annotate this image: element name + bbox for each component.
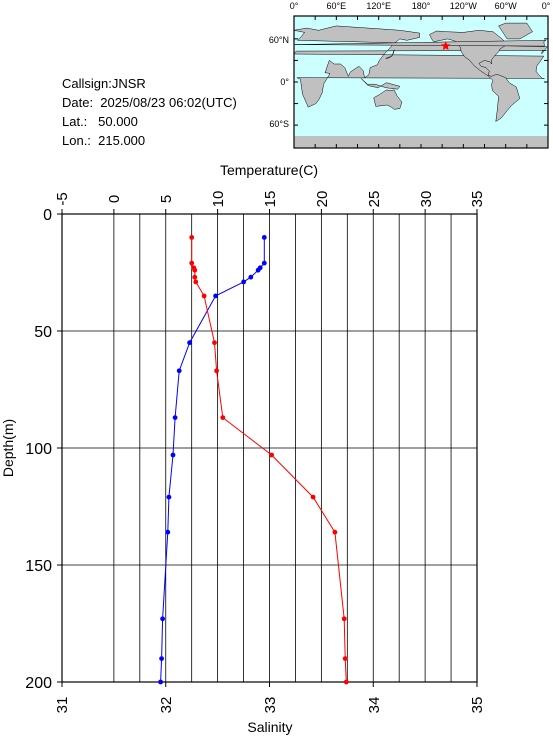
temperature-point xyxy=(261,260,267,266)
chart-grid xyxy=(62,214,477,682)
temperature-point xyxy=(255,267,261,273)
temperature-point xyxy=(213,293,219,299)
salinity-point xyxy=(192,267,198,273)
temperature-profile-line xyxy=(160,237,265,683)
land-shape xyxy=(429,30,521,123)
salinity-tick-label: 33 xyxy=(262,697,279,714)
temperature-tick-label: 5 xyxy=(158,195,175,203)
date-text: Date: 2025/08/23 06:02(UTC) xyxy=(62,95,237,110)
series-layer xyxy=(158,235,349,685)
map-lon-label: 60°E xyxy=(326,1,346,11)
callsign-text: Callsign:JNSR xyxy=(62,76,146,91)
temperature-point xyxy=(172,415,178,420)
salinity-profile-line xyxy=(191,237,347,683)
depth-tick-label: 200 xyxy=(25,675,52,692)
temperature-point xyxy=(160,616,166,622)
latitude-text: Lat.: 50.000 xyxy=(62,114,138,129)
station-star-icon xyxy=(440,41,451,51)
salinity-axis-label: Salinity xyxy=(247,719,292,735)
temperature-point xyxy=(159,656,165,661)
temperature-tick-label: 10 xyxy=(210,191,227,208)
depth-tick-label: 150 xyxy=(25,558,52,575)
land-shape xyxy=(385,49,395,59)
land-shape xyxy=(373,89,403,110)
profile-chart: -5 0 5 10 15 20 25 30 35 Temperature(C) … xyxy=(0,162,486,735)
station-info: Callsign:JNSR Date: 2025/08/23 06:02(UTC… xyxy=(62,74,237,150)
temperature-tick-label: 20 xyxy=(314,191,331,208)
land-shape xyxy=(294,40,547,47)
temperature-tick-label: -5 xyxy=(54,192,71,205)
depth-tick-label: 50 xyxy=(34,324,52,341)
temperature-point xyxy=(176,368,182,374)
temperature-point xyxy=(187,340,193,346)
temperature-point xyxy=(166,494,172,500)
map-lon-label: 60°W xyxy=(495,1,518,11)
map-ticks xyxy=(293,16,549,148)
salinity-point xyxy=(332,529,338,535)
salinity-point xyxy=(192,274,198,280)
land-shape xyxy=(360,78,401,90)
depth-axis-label: Depth(m) xyxy=(0,419,16,477)
salinity-point xyxy=(193,279,199,285)
salinity-point xyxy=(220,415,226,420)
map-lon-label: 120°W xyxy=(450,1,478,11)
temperature-tick-label: 0 xyxy=(106,195,123,203)
world-map: 0° 60°E 120°E 180° 120°W 60°W 0° 60°N 0°… xyxy=(269,1,551,149)
temperature-point xyxy=(165,529,171,535)
map-lon-label: 0° xyxy=(542,1,551,11)
temperature-point xyxy=(158,679,164,685)
temperature-point xyxy=(170,452,176,458)
map-lat-label: 0° xyxy=(280,77,289,87)
salinity-point xyxy=(201,293,207,299)
salinity-point xyxy=(189,235,195,240)
temperature-tick-label: 25 xyxy=(366,191,383,208)
salinity-point xyxy=(189,260,195,266)
longitude-text: Lon.: 215.000 xyxy=(62,133,146,148)
map-lon-label: 0° xyxy=(290,1,299,11)
salinity-point xyxy=(269,452,274,458)
salinity-point xyxy=(342,656,348,661)
depth-tick-label: 0 xyxy=(43,207,52,224)
salinity-point xyxy=(341,616,347,622)
depth-tick-label: 100 xyxy=(25,441,52,458)
temperature-tick-label: 15 xyxy=(262,191,279,208)
temperature-point xyxy=(261,235,267,240)
temperature-point xyxy=(248,274,254,280)
map-lat-label: 60°S xyxy=(269,119,289,129)
map-lon-label: 120°E xyxy=(366,1,391,11)
salinity-tick-label: 31 xyxy=(54,697,71,714)
land-shape xyxy=(294,136,548,148)
temperature-tick-label: 35 xyxy=(469,191,486,208)
map-lon-label: 180° xyxy=(412,1,431,11)
land-shape xyxy=(498,22,533,40)
salinity-tick-label: 35 xyxy=(469,697,486,714)
temperature-tick-label: 30 xyxy=(418,191,435,208)
axis-ticks xyxy=(57,209,478,687)
salinity-point xyxy=(310,494,316,500)
salinity-tick-label: 34 xyxy=(366,697,383,714)
salinity-point xyxy=(212,340,217,346)
temperature-axis-label: Temperature(C) xyxy=(220,162,318,178)
salinity-tick-label: 32 xyxy=(158,697,175,714)
salinity-point xyxy=(343,679,349,685)
salinity-point xyxy=(214,368,220,374)
map-lat-label: 60°N xyxy=(269,35,289,45)
temperature-point xyxy=(241,279,247,285)
map-land xyxy=(293,22,548,148)
